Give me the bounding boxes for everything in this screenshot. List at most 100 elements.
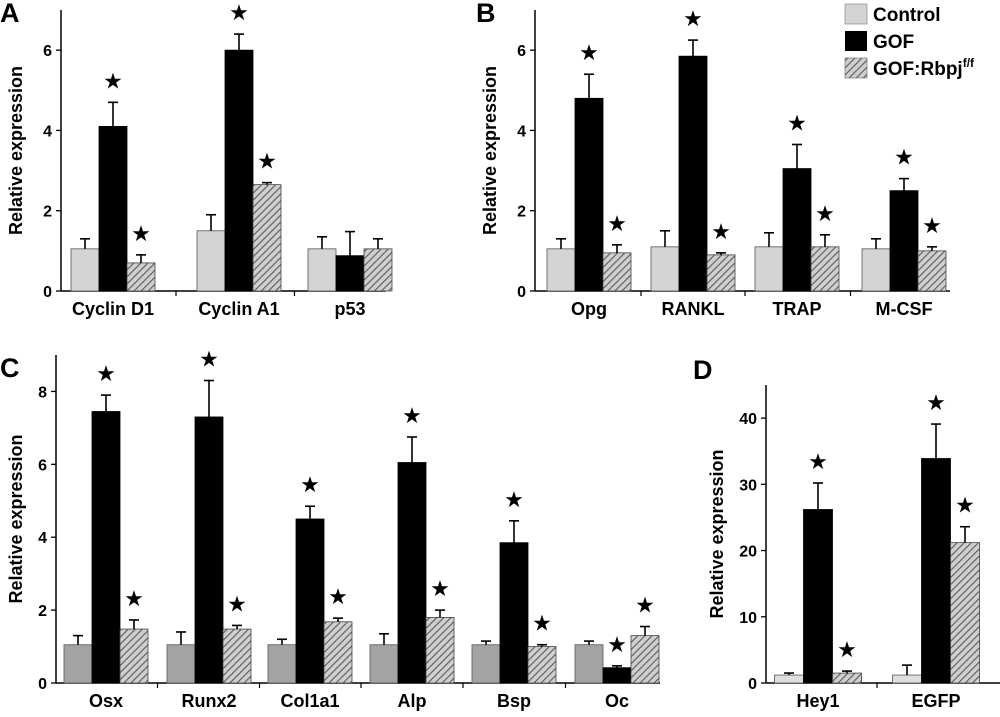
- significance-star-gof-c: ★: [199, 347, 219, 372]
- y-tick-label-b: 6: [517, 43, 526, 60]
- significance-star-gof-a: ★: [103, 68, 123, 93]
- panel-letter-b: B: [476, 0, 496, 28]
- bar-gof-a: [224, 49, 254, 292]
- significance-star-rbpj-d: ★: [837, 637, 857, 662]
- significance-star-rbpj-c: ★: [532, 611, 552, 636]
- panel-letter-c: C: [0, 353, 20, 383]
- bar-gof-c: [602, 667, 632, 684]
- bar-control-a: [196, 230, 226, 292]
- legend-swatch-gof: [845, 31, 867, 51]
- significance-star-gof-b: ★: [579, 40, 599, 65]
- y-tick-label-c: 4: [38, 530, 47, 547]
- significance-star-gof-c: ★: [607, 632, 627, 657]
- significance-star-rbpj-b: ★: [922, 213, 942, 238]
- significance-star-rbpj-a: ★: [257, 149, 277, 174]
- panel-c: C Relative expression 0 2 4 6 8 Osx ★ ★ Runx2 ★ ★ Col…: [0, 347, 660, 711]
- x-category-label-c: Bsp: [497, 691, 531, 711]
- x-category-label-d: EGFP: [911, 691, 960, 711]
- y-axis-title-c: Relative expression: [6, 434, 26, 603]
- bar-gof-b: [782, 168, 812, 292]
- legend-swatch-control: [844, 3, 868, 25]
- panel-d: D Relative expression 0 10 20 30 40 Hey1 ★ ★ EGFP ★…: [693, 355, 1000, 711]
- significance-star-gof-b: ★: [683, 6, 703, 31]
- bar-gof-c: [194, 416, 224, 684]
- y-tick-label-d: 40: [739, 411, 757, 428]
- legend-label-control: Control: [873, 5, 941, 26]
- bar-control-c: [471, 644, 501, 684]
- bar-control-b: [754, 246, 784, 292]
- y-tick-label-c: 8: [38, 384, 47, 401]
- significance-star-gof-d: ★: [808, 449, 828, 474]
- significance-star-rbpj-a: ★: [131, 221, 151, 246]
- x-category-label-c: Osx: [89, 691, 123, 711]
- x-category-label-b: TRAP: [773, 299, 822, 319]
- panel-b: B Relative expression 0 2 4 6 Opg ★ ★ RANKL ★ ★ TRAP…: [476, 0, 950, 319]
- x-category-label-b: M-CSF: [876, 299, 933, 319]
- bar-gof-c: [91, 411, 121, 684]
- x-category-label-c: Oc: [605, 691, 629, 711]
- x-category-label-a: Cyclin A1: [198, 299, 279, 319]
- bar-rbpj-b: [917, 250, 947, 292]
- panel-letter-a: A: [0, 0, 20, 28]
- bar-control-d: [774, 674, 804, 684]
- bar-rbpj-c: [323, 621, 353, 684]
- bar-rbpj-c: [527, 646, 557, 684]
- significance-star-gof-c: ★: [504, 487, 524, 512]
- significance-star-gof-c: ★: [402, 403, 422, 428]
- bar-gof-b: [574, 97, 604, 292]
- bar-rbpj-c: [222, 628, 252, 684]
- bar-gof-b: [889, 190, 919, 292]
- legend-label-gof: GOF: [873, 32, 914, 53]
- x-category-label-d: Hey1: [796, 691, 839, 711]
- bar-control-a: [70, 248, 100, 292]
- bar-gof-b: [678, 55, 708, 292]
- x-category-label-c: Col1a1: [280, 691, 339, 711]
- y-tick-label-b: 2: [517, 204, 526, 221]
- y-tick-label-a: 0: [43, 284, 52, 301]
- bar-rbpj-b: [706, 254, 736, 292]
- bar-rbpj-d: [950, 542, 980, 684]
- legend: Control GOF GOF:Rbpjf/f: [844, 3, 975, 80]
- significance-star-rbpj-c: ★: [124, 586, 144, 611]
- x-category-label-a: p53: [334, 299, 365, 319]
- x-category-label-c: Alp: [398, 691, 427, 711]
- y-axis-title-b: Relative expression: [480, 66, 500, 235]
- bar-rbpj-c: [425, 617, 455, 684]
- significance-star-gof-c: ★: [96, 361, 116, 386]
- significance-star-gof-a: ★: [229, 0, 249, 25]
- significance-star-rbpj-b: ★: [711, 219, 731, 244]
- y-tick-label-b: 4: [517, 123, 526, 140]
- bar-control-d: [892, 674, 922, 684]
- bar-gof-d: [921, 458, 951, 684]
- y-tick-label-d: 0: [748, 676, 757, 693]
- significance-star-gof-d: ★: [926, 390, 946, 415]
- significance-star-gof-b: ★: [787, 110, 807, 135]
- significance-star-rbpj-c: ★: [430, 576, 450, 601]
- x-category-label-c: Runx2: [181, 691, 236, 711]
- significance-star-rbpj-c: ★: [635, 593, 655, 618]
- bar-gof-a: [98, 126, 128, 292]
- legend-label-rbpj-sup: f/f: [963, 56, 975, 70]
- y-tick-label-c: 0: [38, 676, 47, 693]
- bar-rbpj-c: [119, 628, 149, 684]
- y-axis-title-d: Relative expression: [707, 449, 727, 618]
- y-tick-label-b: 0: [517, 284, 526, 301]
- bar-rbpj-b: [602, 252, 632, 292]
- legend-label-rbpj: GOF:Rbpjf/f: [873, 56, 975, 80]
- bar-gof-d: [803, 509, 833, 684]
- legend-label-rbpj-text: GOF:Rbpj: [873, 59, 963, 80]
- bar-control-c: [267, 644, 297, 684]
- panel-letter-d: D: [693, 355, 713, 385]
- bar-control-c: [369, 644, 399, 684]
- significance-star-rbpj-b: ★: [815, 201, 835, 226]
- bar-control-c: [63, 644, 93, 684]
- bar-rbpj-d: [832, 672, 862, 684]
- significance-star-gof-b: ★: [894, 145, 914, 170]
- y-tick-label-c: 6: [38, 457, 47, 474]
- bar-rbpj-a: [126, 262, 156, 292]
- y-axis-title-a: Relative expression: [6, 66, 26, 235]
- y-tick-label-a: 4: [43, 123, 52, 140]
- x-category-label-b: RANKL: [662, 299, 725, 319]
- bar-control-c: [166, 644, 196, 684]
- y-tick-label-d: 20: [739, 544, 757, 561]
